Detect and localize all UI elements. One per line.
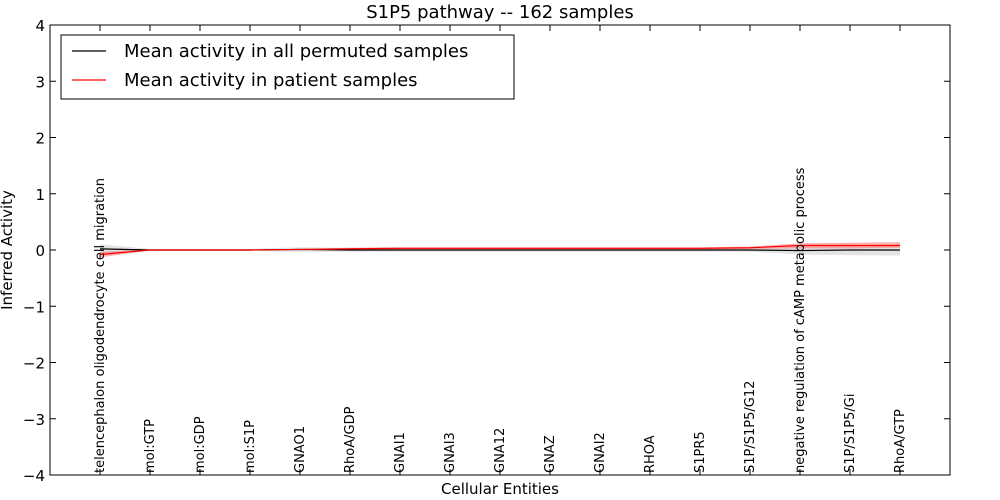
x-axis-ticks: telencephalon oligodendrocyte cell migra… bbox=[93, 25, 908, 475]
x-tick-label: GNAZ bbox=[543, 435, 558, 473]
x-tick-label: GNAI3 bbox=[443, 432, 458, 473]
x-tick-label: GNA12 bbox=[493, 428, 508, 473]
x-tick-label: S1P/S1P5/G12 bbox=[743, 381, 758, 473]
x-tick-label: GNAI2 bbox=[593, 432, 608, 473]
y-tick-label: 4 bbox=[35, 17, 45, 35]
series-lines bbox=[99, 244, 900, 256]
legend: Mean activity in all permuted samples Me… bbox=[60, 34, 515, 100]
x-tick-label: mol:S1P bbox=[243, 420, 258, 473]
x-tick-label: S1PR5 bbox=[693, 431, 708, 473]
x-tick-label: RhoA/GTP bbox=[893, 409, 908, 473]
x-tick-label: GNAO1 bbox=[293, 426, 308, 473]
x-tick-label: mol:GDP bbox=[193, 416, 208, 473]
x-tick-label: mol:GTP bbox=[143, 419, 158, 473]
y-tick-label: 1 bbox=[35, 186, 45, 204]
chart-title: S1P5 pathway -- 162 samples bbox=[366, 2, 634, 23]
legend-label-patient: Mean activity in patient samples bbox=[124, 70, 418, 91]
y-tick-label: −3 bbox=[23, 411, 45, 429]
y-tick-label: 3 bbox=[35, 73, 45, 91]
y-axis-ticks: −4 −3 −2 −1 0 1 2 3 4 bbox=[23, 17, 950, 485]
x-axis-label: Cellular Entities bbox=[441, 480, 559, 498]
legend-label-permuted: Mean activity in all permuted samples bbox=[124, 41, 468, 62]
legend-box bbox=[60, 34, 515, 100]
y-tick-label: 0 bbox=[35, 242, 45, 260]
y-axis-label: Inferred Activity bbox=[0, 190, 16, 310]
series-line-patient bbox=[99, 244, 900, 256]
y-tick-label: −4 bbox=[23, 467, 45, 485]
x-tick-label: RhoA/GDP bbox=[343, 406, 358, 473]
x-tick-label: S1P/S1P5/Gi bbox=[843, 394, 858, 473]
y-tick-label: −1 bbox=[23, 298, 45, 316]
x-tick-label: GNAI1 bbox=[393, 432, 408, 473]
x-tick-label: telencephalon oligodendrocyte cell migra… bbox=[93, 178, 108, 473]
y-tick-label: −2 bbox=[23, 355, 45, 373]
y-tick-label: 2 bbox=[35, 130, 45, 148]
x-tick-label: negative regulation of cAMP metabolic pr… bbox=[793, 167, 808, 473]
x-tick-label: RHOA bbox=[643, 435, 658, 473]
